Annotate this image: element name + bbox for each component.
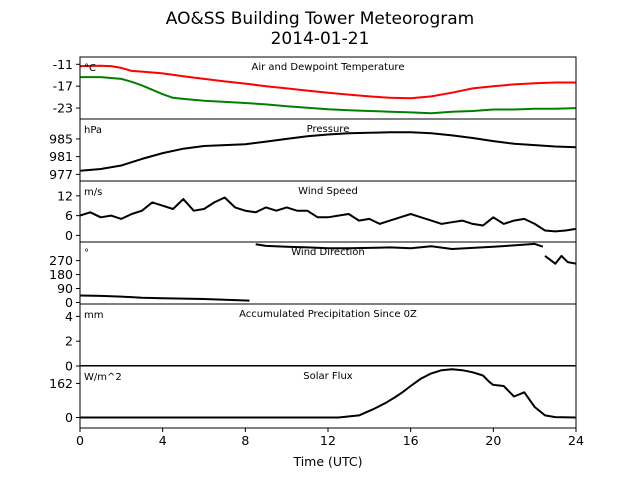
x-axis-label: Time (UTC) xyxy=(292,454,362,469)
precipitation-label: Accumulated Precipitation Since 0Z xyxy=(239,309,417,320)
wind-direction-series-1 xyxy=(255,242,544,250)
x-tick-label-0: 0 xyxy=(76,433,84,448)
x-tick-label-6: 24 xyxy=(568,433,584,448)
pressure-unit: hPa xyxy=(84,125,102,136)
temperature-unit: °C xyxy=(84,63,96,74)
wind-speed-ytick-label-2: 0 xyxy=(65,228,73,243)
wind-direction-ytick-label-2: 90 xyxy=(57,281,73,296)
temperature-ytick-label-0: -11 xyxy=(53,57,73,72)
precipitation-ytick-label-1: 2 xyxy=(65,334,73,349)
x-tick-label-4: 16 xyxy=(403,433,419,448)
wind-direction-series-0 xyxy=(80,294,250,302)
pressure-label: Pressure xyxy=(307,124,350,135)
precipitation-ytick-label-2: 0 xyxy=(65,359,73,374)
wind-direction-series-2 xyxy=(544,254,576,265)
temperature-series-1 xyxy=(80,76,576,115)
temperature-label: Air and Dewpoint Temperature xyxy=(252,62,405,73)
panel-solar-flux: 162 0 W/m^2 Solar Flux xyxy=(49,365,577,429)
wind-speed-label: Wind Speed xyxy=(298,186,358,197)
solar-flux-label: Solar Flux xyxy=(303,371,353,382)
pressure-ytick-label-1: 981 xyxy=(49,149,73,164)
wind-direction-ytick-label-3: 0 xyxy=(65,295,73,310)
temperature-series-0 xyxy=(80,64,576,100)
wind-direction-ytick-label-1: 180 xyxy=(49,267,73,282)
wind-speed-unit: m/s xyxy=(84,187,102,198)
chart-title: AO&SS Building Tower Meteorogram xyxy=(166,9,474,29)
wind-direction-ytick-label-0: 270 xyxy=(49,253,73,268)
wind-direction-label: Wind Direction xyxy=(291,247,365,258)
pressure-ytick-label-0: 985 xyxy=(49,131,73,146)
pressure-series-0 xyxy=(80,131,576,172)
precipitation-ytick-label-0: 4 xyxy=(65,309,73,324)
solar-flux-unit: W/m^2 xyxy=(84,372,122,383)
precipitation-unit: mm xyxy=(84,310,103,321)
solar-flux-series-0 xyxy=(80,368,576,419)
wind-speed-ytick-label-0: 12 xyxy=(57,188,73,203)
wind-speed-ytick-label-1: 6 xyxy=(65,208,73,223)
panel-wind-speed: 12 6 0 m/s Wind Speed xyxy=(57,180,577,243)
wind-direction-unit: ° xyxy=(84,248,89,259)
solar-flux-ytick-label-2: 0 xyxy=(65,410,73,425)
wind-speed-series-0 xyxy=(80,196,576,233)
temperature-ytick-label-1: -17 xyxy=(53,79,73,94)
x-axis: 0 4 8 12 16 20 24 xyxy=(76,428,584,448)
x-tick-label-1: 4 xyxy=(159,433,167,448)
panel-pressure: 985 981 977 hPa Pressure xyxy=(49,118,577,182)
x-tick-label-5: 20 xyxy=(485,433,501,448)
chart-subtitle: 2014-01-21 xyxy=(271,29,370,49)
panels-group: -11 -17 -23 °C Air and Dewpoint Temperature 9… xyxy=(49,56,577,429)
panel-precipitation: 4 2 0 mm Accumulated Precipitation Since 0Z xyxy=(65,303,577,374)
x-tick-label-2: 8 xyxy=(241,433,249,448)
panel-temperature: -11 -17 -23 °C Air and Dewpoint Temperature xyxy=(53,56,577,120)
pressure-ytick-label-2: 977 xyxy=(49,167,73,182)
solar-flux-ytick-label-1: 162 xyxy=(49,376,73,391)
x-tick-label-3: 12 xyxy=(320,433,336,448)
temperature-ytick-label-2: -23 xyxy=(53,101,73,116)
